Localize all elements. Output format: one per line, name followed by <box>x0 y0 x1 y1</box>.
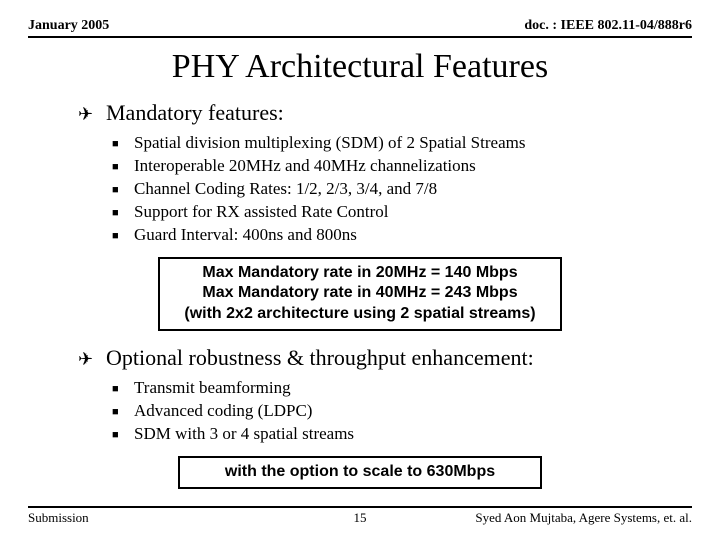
square-bullet-icon: ■ <box>112 160 134 175</box>
bullet-text: Support for RX assisted Rate Control <box>134 201 389 224</box>
square-bullet-icon: ■ <box>112 206 134 221</box>
bullet-text: SDM with 3 or 4 spatial streams <box>134 423 354 446</box>
plane-icon: ✈ <box>78 349 106 370</box>
box-line: Max Mandatory rate in 20MHz = 140 Mbps <box>170 263 550 284</box>
square-bullet-icon: ■ <box>112 229 134 244</box>
bullet-text: Spatial division multiplexing (SDM) of 2… <box>134 132 525 155</box>
mandatory-rate-box: Max Mandatory rate in 20MHz = 140 Mbps M… <box>158 257 562 331</box>
bullet-text: Advanced coding (LDPC) <box>134 400 312 423</box>
section-optional: ✈ Optional robustness & throughput enhan… <box>78 345 682 371</box>
footer-submission: Submission <box>28 510 89 526</box>
box-line: with the option to scale to 630Mbps <box>190 462 530 483</box>
footer-author: Syed Aon Mujtaba, Agere Systems, et. al. <box>475 510 692 526</box>
optional-bullets: ■Transmit beamforming ■Advanced coding (… <box>112 377 682 446</box>
square-bullet-icon: ■ <box>112 183 134 198</box>
box-line: (with 2x2 architecture using 2 spatial s… <box>170 304 550 325</box>
square-bullet-icon: ■ <box>112 382 134 397</box>
box-line: Max Mandatory rate in 40MHz = 243 Mbps <box>170 283 550 304</box>
footer: 15 Submission Syed Aon Mujtaba, Agere Sy… <box>28 506 692 526</box>
slide-title: PHY Architectural Features <box>28 48 692 86</box>
square-bullet-icon: ■ <box>112 137 134 152</box>
header-date: January 2005 <box>28 18 109 34</box>
header-row: January 2005 doc. : IEEE 802.11-04/888r6 <box>28 18 692 38</box>
bullet-text: Transmit beamforming <box>134 377 291 400</box>
section-heading: Optional robustness & throughput enhance… <box>106 345 534 371</box>
square-bullet-icon: ■ <box>112 405 134 420</box>
bullet-text: Guard Interval: 400ns and 800ns <box>134 224 357 247</box>
section-mandatory: ✈ Mandatory features: <box>78 100 682 126</box>
bullet-text: Interoperable 20MHz and 40MHz channeliza… <box>134 155 476 178</box>
optional-rate-box: with the option to scale to 630Mbps <box>178 456 542 489</box>
plane-icon: ✈ <box>78 104 106 125</box>
header-doc: doc. : IEEE 802.11-04/888r6 <box>524 18 692 34</box>
section-heading: Mandatory features: <box>106 100 284 126</box>
mandatory-bullets: ■Spatial division multiplexing (SDM) of … <box>112 132 682 247</box>
square-bullet-icon: ■ <box>112 428 134 443</box>
bullet-text: Channel Coding Rates: 1/2, 2/3, 3/4, and… <box>134 178 437 201</box>
